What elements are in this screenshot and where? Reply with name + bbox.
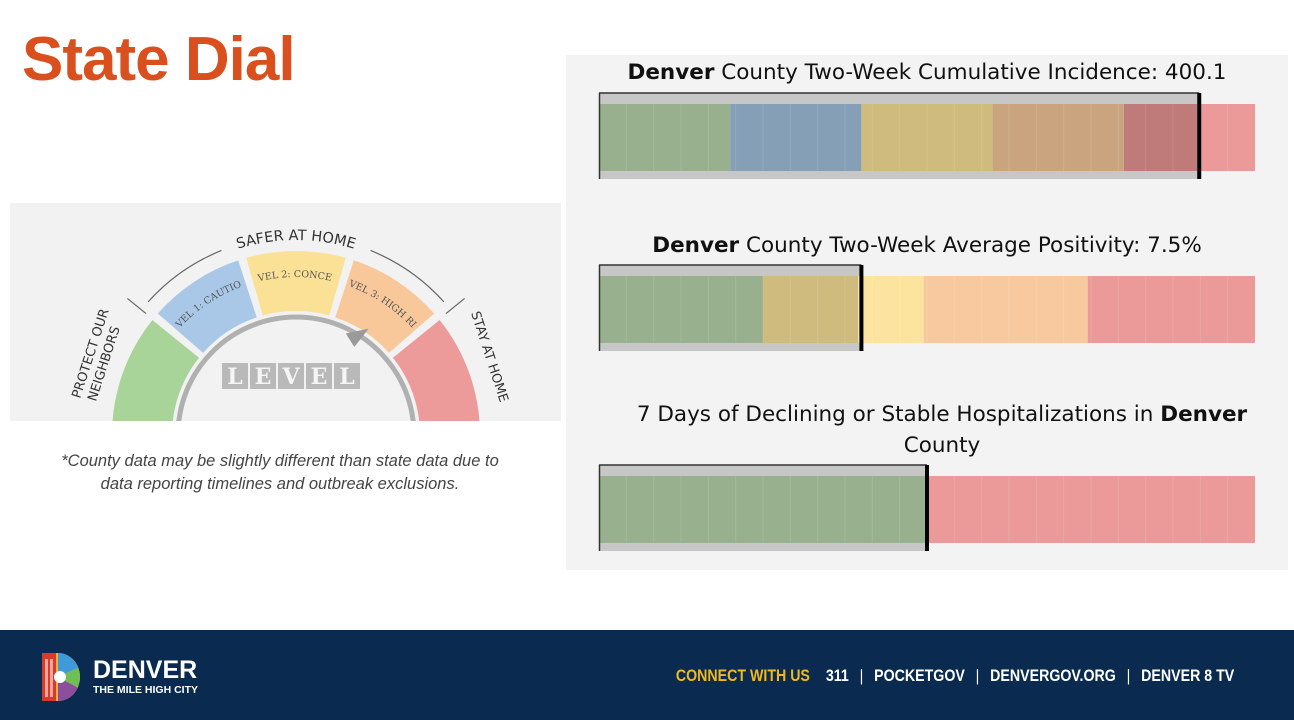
link-pocketgov[interactable]: POCKETGOV [873,667,965,685]
gauge-needle-arrow-icon [345,328,369,348]
stay-at-home-segment [390,317,482,421]
band-5 [1087,276,1255,343]
band-4 [923,276,1088,343]
level-letter-box [306,363,332,389]
county-data-footnote: *County data may be slightly different t… [61,452,499,493]
dial-level-2-segment [243,249,349,319]
safer-bracket-right [370,249,445,303]
level-letter-box [222,363,248,389]
value-bar-top [599,265,862,276]
link-denver-8-tv[interactable]: DENVER 8 TV [1140,667,1234,685]
level-letter: L [227,364,242,390]
band-3 [861,104,993,171]
value-marker [859,265,864,351]
value-marker [1197,93,1202,179]
band-2 [730,104,862,171]
chart-title: Denver County Two-Week Average Positivit… [652,233,1202,258]
safer-bracket-left [147,249,222,303]
value-marker [925,465,929,551]
connect-with-us-label: CONNECT WITH US [675,667,810,685]
level-letter: E [255,364,272,390]
chart-title-bold: Denver [627,60,714,85]
value-bar-bottom [599,171,1200,179]
value-bar-bottom [599,543,927,551]
chart-title: 7 Days of Declining or Stable Hospitaliz… [637,402,1248,427]
link-separator: | [975,667,980,685]
chart-title-bold: Denver [652,233,739,258]
value-bar [598,264,862,351]
dial-divider-right [445,297,466,315]
chart-title-line-2: County [904,433,981,458]
page-title: State Dial [22,25,296,94]
chart-title: Denver County Two-Week Cumulative Incide… [627,60,1226,85]
level-letter: V [281,364,300,390]
band-1 [599,276,763,343]
chart-title-text: County Two-Week Average Positivity: 7.5% [739,233,1202,258]
band-2 [763,276,859,343]
band-5 [1123,104,1198,171]
denver-d-logo-icon [42,653,80,701]
band-2 [927,476,1255,543]
value-bar [598,464,927,551]
value-bar-top [599,465,927,476]
level-letter: E [311,364,328,390]
link-denvergov[interactable]: DENVERGOV.ORG [989,667,1116,685]
band-4 [992,104,1124,171]
value-bar [598,92,1200,179]
level-letter-box [334,363,360,389]
value-bar-bottom [599,343,862,351]
logo-wordmark: DENVER [93,656,198,684]
link-separator: | [859,667,864,685]
chart-title-text: 7 Days of Declining or Stable Hospitaliz… [637,402,1160,427]
bullet-chart-3: 7 Days of Declining or Stable Hospitaliz… [598,402,1255,551]
chart-title-bold: Denver [1160,402,1247,427]
band-1 [599,476,927,543]
footer-bar: DENVER THE MILE HIGH CITY CONNECT WITH U… [0,630,1294,720]
needle-arc [176,314,416,421]
denver-metrics-panel: Denver County Two-Week Cumulative Incide… [566,55,1288,570]
denver-metrics-chart: Denver County Two-Week Cumulative Incide… [598,60,1255,551]
connect-links-bar: CONNECT WITH US 311 | POCKETGOV | DENVER… [676,666,1234,686]
band-1 [599,104,731,171]
link-separator: | [1126,667,1131,685]
link-311[interactable]: 311 [825,667,849,685]
bullet-chart-2: Denver County Two-Week Average Positivit… [598,233,1255,351]
dial-level-3-segment [332,257,438,356]
chart-title-text: County Two-Week Cumulative Incidence: 40… [714,60,1226,85]
dial-level-1-segment [154,257,260,356]
logo-tagline: THE MILE HIGH CITY [93,684,198,696]
level-letter-box [250,363,276,389]
value-bar-top [599,93,1200,104]
bullet-chart-1: Denver County Two-Week Cumulative Incide… [598,60,1255,179]
level-letter-box [278,363,304,389]
level-letter: L [339,364,354,390]
protect-our-neighbors-segment [110,317,202,421]
dial-divider-left [126,297,147,315]
band-6 [1197,104,1255,171]
band-3 [858,276,924,343]
